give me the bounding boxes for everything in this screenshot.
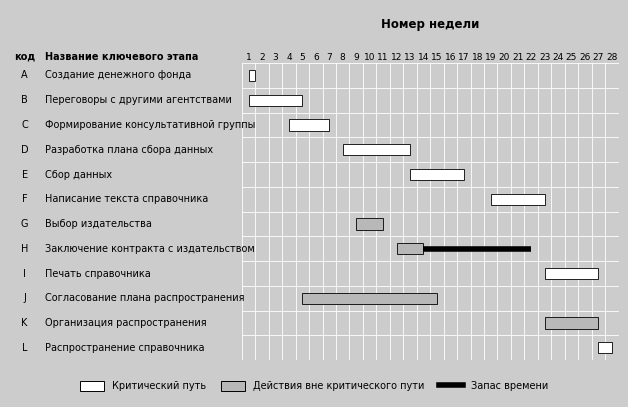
Text: A: A [21,70,28,81]
Bar [302,293,437,304]
Text: Согласование плана распространения: Согласование плана распространения [45,293,244,303]
Text: Выбор издательства: Выбор издательства [45,219,152,229]
Text: E: E [21,169,28,179]
Text: Номер недели: Номер недели [381,18,479,31]
Text: L: L [22,343,28,353]
Text: H: H [21,244,28,254]
Text: Сбор данных: Сбор данных [45,169,112,179]
Text: Организация распространения: Организация распространения [45,318,207,328]
Text: C: C [21,120,28,130]
Text: код: код [14,52,35,62]
Bar [598,342,612,353]
Bar [396,243,423,254]
Text: Написание текста справочника: Написание текста справочника [45,194,208,204]
Text: G: G [21,219,28,229]
Bar [356,219,383,230]
Bar [544,317,598,328]
Text: D: D [21,145,28,155]
Bar [544,268,598,279]
Text: Переговоры с другими агентствами: Переговоры с другими агентствами [45,95,232,105]
Legend: Критический путь, Действия вне критического пути, Запас времени: Критический путь, Действия вне критическ… [80,381,548,391]
Text: B: B [21,95,28,105]
Text: Заключение контракта с издательством: Заключение контракта с издательством [45,244,254,254]
Bar [249,95,302,106]
Bar [343,144,410,155]
Text: Формирование консультативной группы: Формирование консультативной группы [45,120,255,130]
Bar [289,119,329,131]
Text: Создание денежного фонда: Создание денежного фонда [45,70,191,81]
Text: K: K [21,318,28,328]
Bar [410,169,464,180]
Bar [490,194,544,205]
Text: F: F [22,194,28,204]
Text: Распространение справочника: Распространение справочника [45,343,204,353]
Text: Название ключевого этапа: Название ключевого этапа [45,52,198,62]
Text: I: I [23,269,26,278]
Bar [249,70,255,81]
Text: J: J [23,293,26,303]
Text: Печать справочника: Печать справочника [45,269,151,278]
Text: Разработка плана сбора данных: Разработка плана сбора данных [45,145,213,155]
